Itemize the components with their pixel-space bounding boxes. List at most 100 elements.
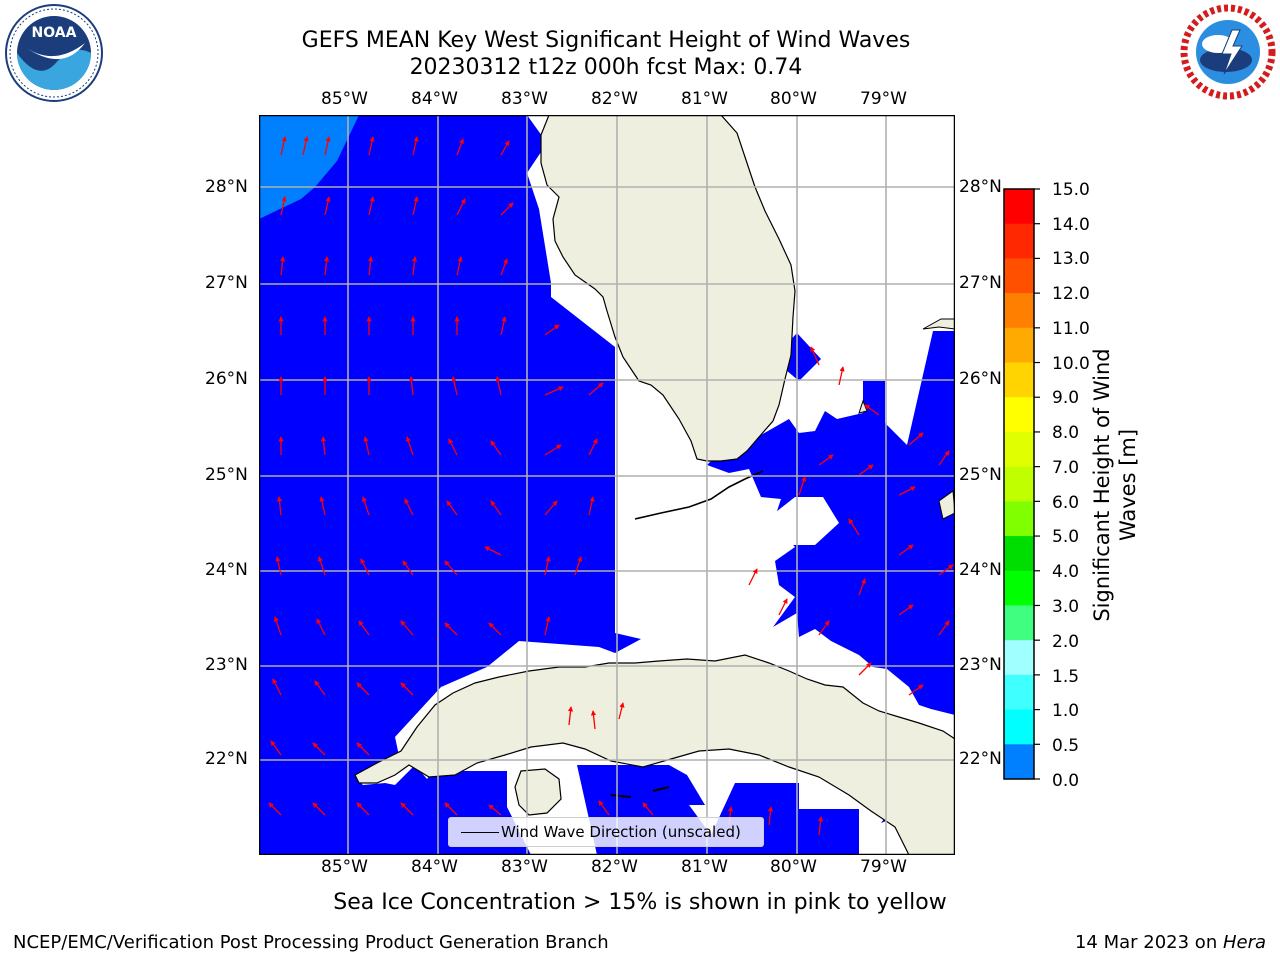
wave-arrow: [544, 556, 551, 576]
lat-label-right: 25°N: [959, 465, 1002, 485]
map-legend: Wind Wave Direction (unscaled): [448, 817, 764, 847]
colorbar-cell: [1004, 466, 1034, 502]
colorbar-cell: [1004, 327, 1034, 364]
colorbar-tick-label: 14.0: [1052, 215, 1090, 235]
colorbar-tick-label: 6.0: [1052, 493, 1080, 513]
lat-label-left: 28°N: [205, 177, 248, 197]
wave-arrow: [544, 324, 560, 336]
wave-arrow: [404, 498, 414, 516]
wave-arrow: [448, 438, 458, 456]
noaa-logo-text: NOAA: [32, 25, 77, 41]
graticule: [259, 115, 955, 855]
footer-left: NCEP/EMC/Verification Post Processing Pr…: [13, 932, 609, 953]
wave-arrow: [400, 802, 414, 816]
lat-label-right: 27°N: [959, 273, 1002, 293]
wave-arrow: [908, 684, 924, 696]
wave-arrow: [938, 564, 954, 576]
colorbar-tick-label: 7.0: [1052, 458, 1080, 478]
lon-label-top: 82°W: [591, 89, 638, 109]
colorbar-tick-label: 3.0: [1052, 597, 1080, 617]
wave-arrow: [314, 680, 326, 696]
wave-arrow: [317, 556, 326, 576]
footer-date: 14 Mar 2023 on: [1074, 932, 1223, 953]
colorbar-label-line-2: Waves [m]: [1116, 428, 1140, 542]
lat-label-right: 23°N: [959, 655, 1002, 675]
wave-arrow: [618, 702, 625, 720]
colorbar-cell: [1004, 501, 1034, 537]
wave-arrow: [818, 620, 830, 636]
lon-label-top: 83°W: [501, 89, 548, 109]
wave-arrow: [273, 616, 282, 636]
wave-arrow: [590, 710, 597, 730]
colorbar-tick-label: 11.0: [1052, 319, 1090, 339]
wave-arrow: [495, 376, 502, 396]
wave-arrow: [544, 444, 562, 456]
wave-arrow: [488, 804, 502, 816]
wave-arrow: [848, 518, 860, 536]
wave-arrow: [488, 622, 502, 636]
wave-arrow: [320, 436, 327, 456]
lat-label-left: 24°N: [205, 560, 248, 580]
wave-arrow: [400, 620, 414, 636]
title-line-1: GEFS MEAN Key West Significant Height of…: [301, 28, 911, 53]
wave-arrow: [500, 258, 508, 276]
colorbar-tick-label: 0.0: [1052, 771, 1080, 791]
wave-arrow: [279, 256, 286, 276]
wave-arrow: [588, 382, 604, 396]
lon-label-bottom: 80°W: [770, 857, 817, 877]
wave-arrow: [361, 496, 370, 516]
lat-label-right: 24°N: [959, 560, 1002, 580]
colorbar-cell: [1004, 293, 1034, 329]
colorbar-tick-marks: [1034, 188, 1040, 780]
wave-arrow: [444, 622, 458, 636]
wave-arrow: [544, 500, 558, 516]
lat-label-right: 22°N: [959, 749, 1002, 769]
colorbar-tick-label: 12.0: [1052, 284, 1090, 304]
wave-arrow: [316, 618, 326, 636]
colorbar-tick-label: 8.0: [1052, 423, 1080, 443]
lat-label-left: 25°N: [205, 465, 248, 485]
wave-arrow: [898, 486, 916, 496]
wind-wave-arrows: [268, 136, 954, 836]
lon-label-bottom: 82°W: [591, 857, 638, 877]
colorbar-cell: [1004, 570, 1034, 606]
wave-arrow: [312, 802, 326, 816]
lon-label-bottom: 79°W: [860, 857, 907, 877]
lon-label-top: 81°W: [681, 89, 728, 109]
lat-label-right: 28°N: [959, 177, 1002, 197]
wave-arrow: [412, 136, 419, 156]
lon-label-bottom: 85°W: [321, 857, 368, 877]
title-line-2: 20230312 t12z 000h fcst Max: 0.74: [409, 55, 803, 80]
wave-arrow: [272, 678, 282, 696]
colorbar-tick-label: 5.0: [1052, 527, 1080, 547]
wave-arrow: [898, 544, 914, 556]
colorbar-cell: [1004, 397, 1034, 433]
wave-arrow: [544, 616, 551, 636]
wave-arrow: [402, 560, 414, 576]
wave-arrow: [490, 500, 502, 516]
colorbar-tick-label: 9.0: [1052, 388, 1080, 408]
wave-arrow: [838, 366, 845, 386]
legend-line-swatch: [461, 832, 499, 833]
wave-arrow: [405, 436, 414, 456]
wave-arrow: [324, 136, 331, 156]
wave-arrow: [567, 706, 574, 726]
map-panel: [259, 115, 955, 855]
lat-label-right: 26°N: [959, 369, 1002, 389]
colorbar-cell: [1004, 223, 1034, 259]
colorbar-cell: [1004, 536, 1034, 572]
wave-arrow: [818, 454, 834, 466]
wave-arrow: [444, 802, 458, 816]
footer-right: 14 Mar 2023 on Hera: [1075, 932, 1266, 953]
wave-arrow: [748, 568, 758, 586]
wave-arrow: [908, 432, 924, 446]
wave-arrow: [544, 386, 564, 396]
wave-arrow: [312, 742, 326, 756]
colorbar-tick-label: 0.5: [1052, 736, 1080, 756]
wave-arrow: [574, 556, 583, 576]
wave-arrow: [588, 496, 595, 516]
colorbar-tick-label: 2.0: [1052, 632, 1080, 652]
colorbar-cell: [1004, 709, 1034, 745]
colorbar-tick-label: 13.0: [1052, 249, 1090, 269]
wave-arrow: [456, 138, 464, 156]
